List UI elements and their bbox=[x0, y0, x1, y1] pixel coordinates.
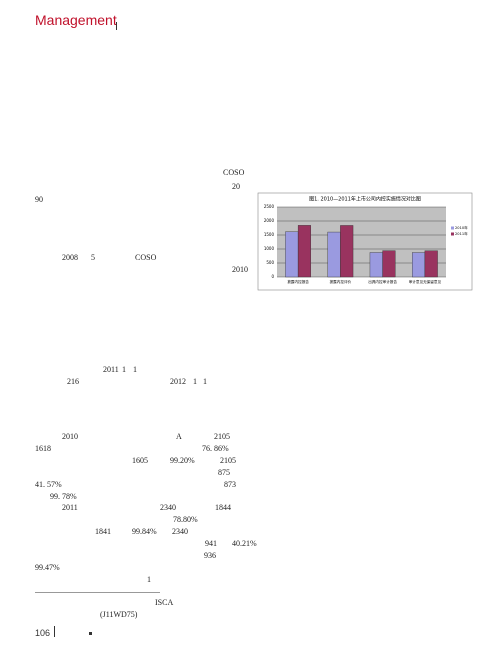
text-fragment: 90 bbox=[35, 195, 43, 204]
y-tick-label: 500 bbox=[266, 260, 274, 265]
text-fragment: 78.80% bbox=[173, 515, 198, 524]
header-divider bbox=[116, 22, 117, 30]
bar bbox=[297, 225, 312, 278]
footnote-fragment: ISCA bbox=[155, 598, 174, 607]
text-fragment: COSO bbox=[135, 253, 157, 262]
text-fragment: 941 bbox=[205, 539, 217, 548]
y-tick-label: 2500 bbox=[264, 204, 275, 209]
text-fragment: 5 bbox=[91, 253, 95, 262]
y-tick-label: 1500 bbox=[264, 232, 275, 237]
text-fragment: 2010 bbox=[232, 265, 248, 274]
text-fragment: 20 bbox=[232, 182, 240, 191]
bar bbox=[424, 250, 438, 278]
y-tick-label: 2000 bbox=[264, 218, 275, 223]
text-fragment: 2008 bbox=[62, 253, 78, 262]
section-title: Management bbox=[35, 12, 117, 28]
y-tick-label: 0 bbox=[271, 274, 274, 279]
text-fragment: 2105 bbox=[220, 456, 236, 465]
text-fragment: 2011 bbox=[62, 503, 78, 512]
footnote-rule bbox=[35, 592, 160, 593]
text-fragment: 2340 bbox=[172, 527, 188, 536]
x-tick-label: 审计意见无保留意见 bbox=[409, 279, 442, 284]
bar bbox=[327, 231, 341, 278]
text-fragment: 1618 bbox=[35, 444, 51, 453]
text-fragment: 1841 bbox=[95, 527, 111, 536]
text-fragment: 1 bbox=[122, 365, 126, 374]
legend-label: 2011年 bbox=[455, 231, 468, 236]
text-fragment: 99.84% bbox=[132, 527, 157, 536]
footer-mark bbox=[89, 632, 92, 635]
text-fragment: 1844 bbox=[215, 503, 231, 512]
text-fragment: 1 bbox=[203, 377, 207, 386]
text-fragment: 1605 bbox=[132, 456, 148, 465]
text-fragment: A bbox=[176, 432, 182, 441]
x-tick-label: 出具内控审计报告 bbox=[368, 279, 397, 284]
text-fragment: 2340 bbox=[160, 503, 176, 512]
footnote-fragment: (J11WD75) bbox=[100, 610, 138, 619]
x-tick-label: 披露内控评价 bbox=[330, 279, 352, 284]
bar bbox=[285, 231, 299, 278]
x-tick-label: 披露内控报告 bbox=[287, 279, 309, 284]
bar bbox=[340, 225, 354, 278]
text-fragment: 216 bbox=[67, 377, 79, 386]
text-fragment: 41. 57% bbox=[35, 480, 62, 489]
footer-divider bbox=[54, 626, 55, 637]
text-fragment: 76. 86% bbox=[202, 444, 229, 453]
text-fragment: 936 bbox=[204, 551, 216, 560]
text-fragment: 99.47% bbox=[35, 563, 60, 572]
legend-swatch bbox=[451, 232, 454, 236]
legend-label: 2010年 bbox=[455, 225, 468, 230]
text-fragment: 875 bbox=[218, 468, 230, 477]
text-fragment: 40.21% bbox=[232, 539, 257, 548]
bar bbox=[382, 250, 396, 278]
figure-title: 图1. 2010—2011年上市公司内控实施情况对比图 bbox=[309, 196, 421, 203]
text-fragment: 1 bbox=[193, 377, 197, 386]
y-tick-label: 1000 bbox=[264, 246, 275, 251]
text-fragment: 873 bbox=[224, 480, 236, 489]
text-fragment: 2012 bbox=[170, 377, 186, 386]
text-fragment: 2010 bbox=[62, 432, 78, 441]
text-fragment: 2105 bbox=[214, 432, 230, 441]
text-fragment: 99.20% bbox=[170, 456, 195, 465]
page-number: 106 bbox=[35, 628, 51, 638]
bar bbox=[369, 252, 383, 278]
text-fragment: 1 bbox=[133, 365, 137, 374]
text-fragment: 99. 78% bbox=[50, 492, 77, 501]
text-fragment: 2011 bbox=[103, 365, 119, 374]
legend-swatch bbox=[451, 226, 454, 230]
text-fragment: 1 bbox=[147, 575, 151, 584]
text-fragment: COSO bbox=[223, 168, 245, 177]
bar bbox=[412, 252, 426, 278]
